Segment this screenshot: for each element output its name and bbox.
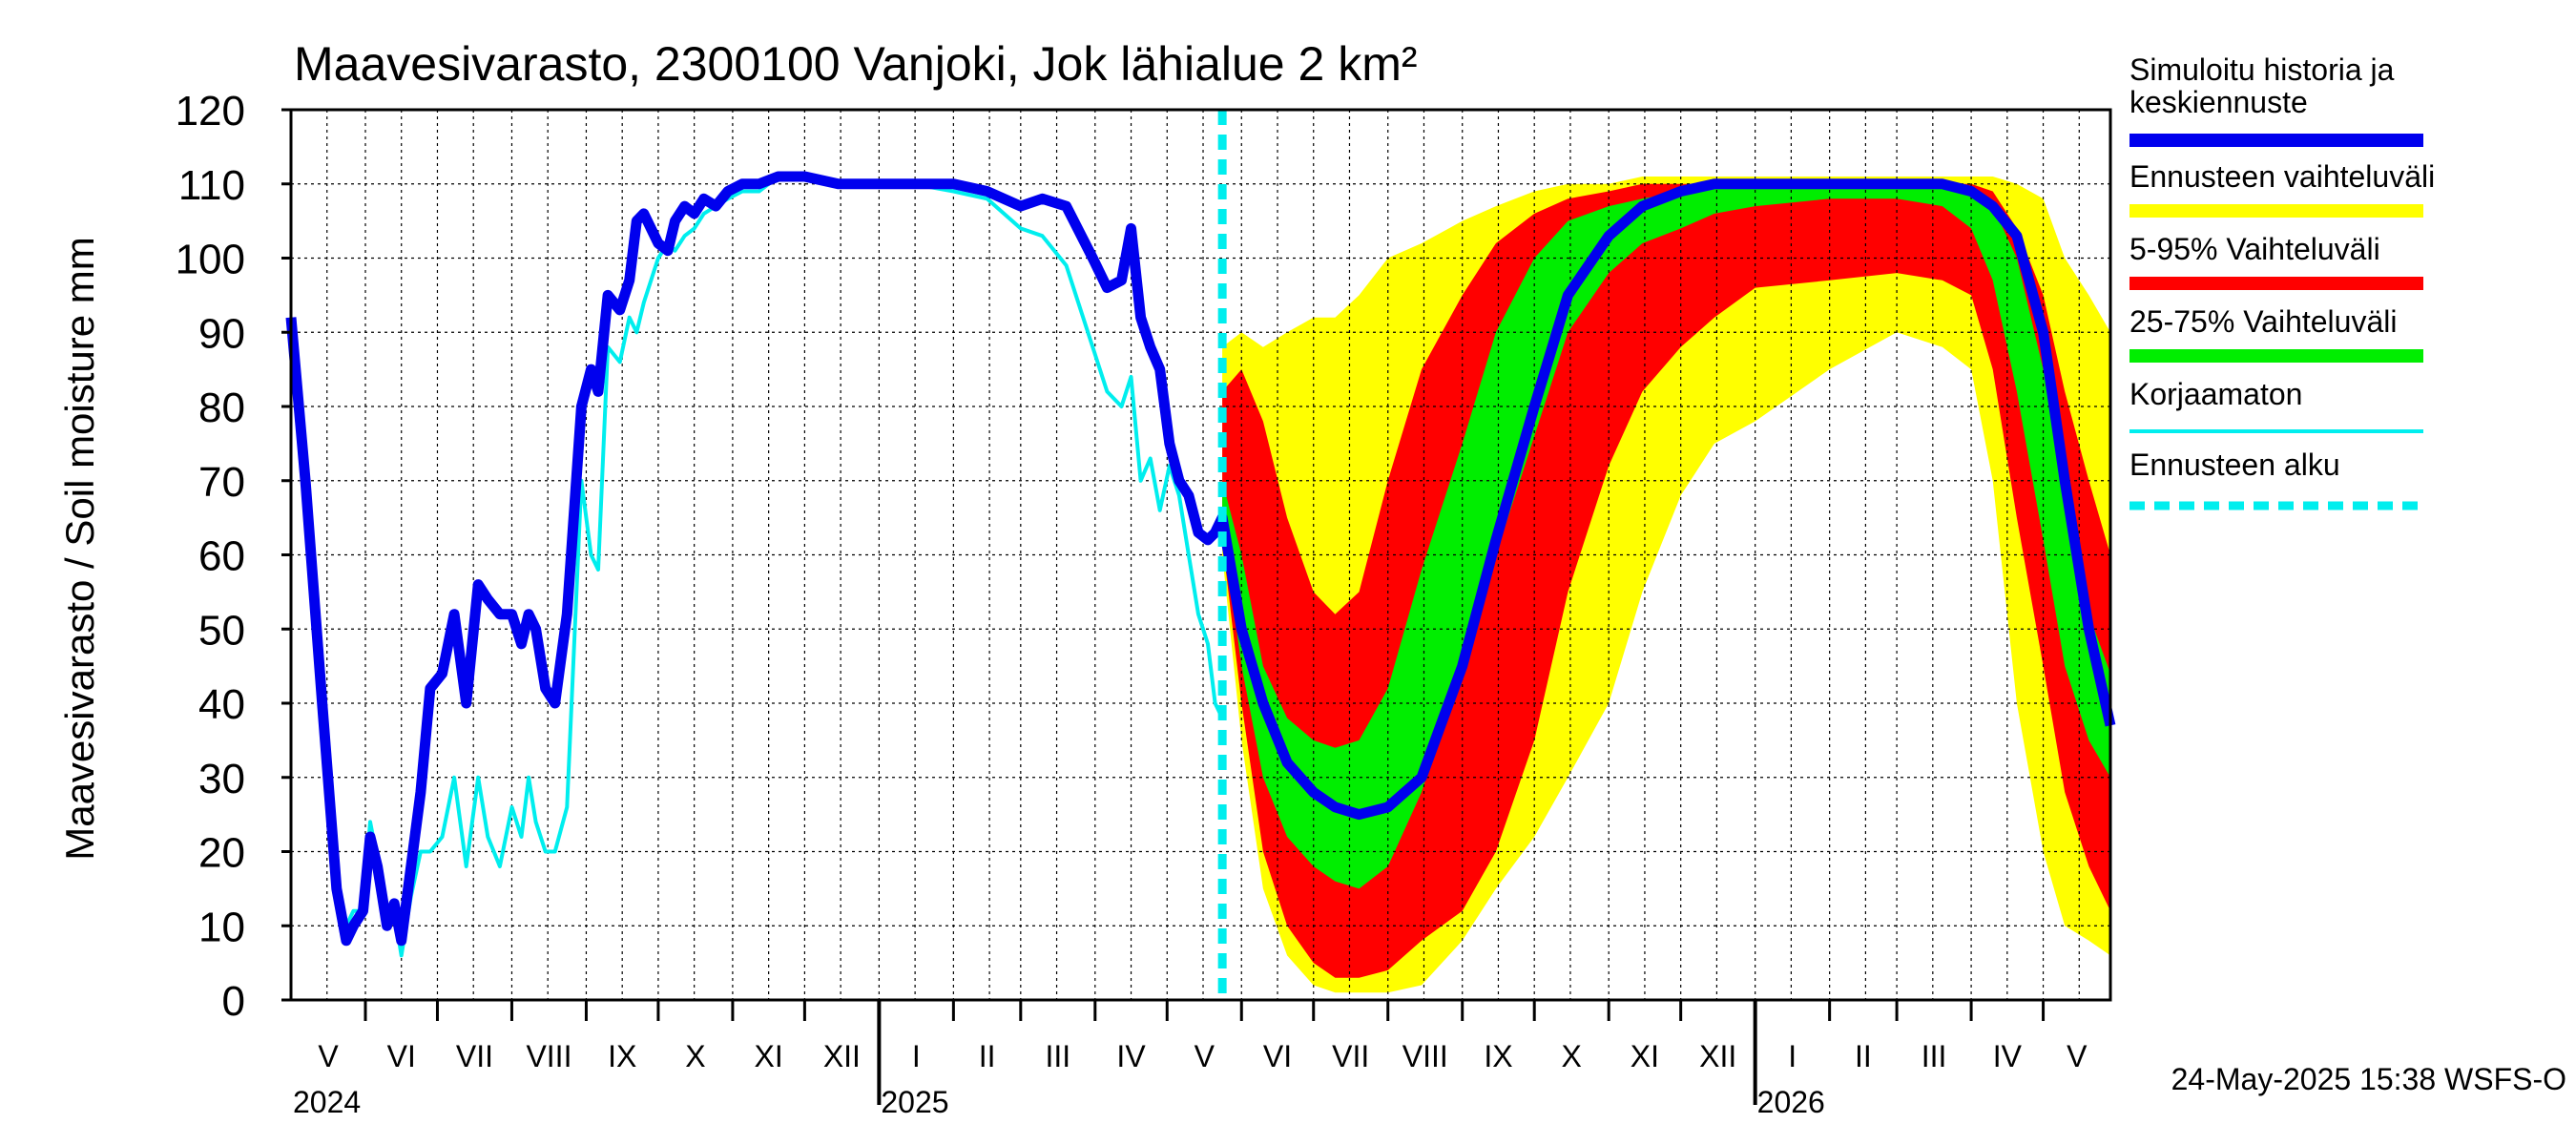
x-year-label: 2025 xyxy=(881,1085,948,1119)
uncorrected-series-line xyxy=(289,175,1224,958)
x-month-label: II xyxy=(1855,1039,1872,1073)
y-tick-label: 10 xyxy=(198,904,245,950)
x-month-label: I xyxy=(1788,1039,1797,1073)
x-month-label: IX xyxy=(608,1039,636,1073)
x-month-label: VII xyxy=(1332,1039,1369,1073)
x-month-label: III xyxy=(1045,1039,1070,1073)
y-tick-label: 100 xyxy=(176,237,245,283)
legend-item-6: Ennusteen alku xyxy=(2129,448,2423,510)
y-tick-label: 0 xyxy=(222,978,245,1025)
legend-label: Ennusteen alku xyxy=(2129,448,2340,482)
y-tick-label: 70 xyxy=(198,459,245,506)
y-tick-label: 80 xyxy=(198,385,245,431)
x-month-label: IV xyxy=(1993,1039,2023,1073)
x-month-label: IV xyxy=(1116,1039,1146,1073)
y-tick-label: 40 xyxy=(198,681,245,728)
x-month-label: XII xyxy=(1699,1039,1736,1073)
legend-item-4: 25-75% Vaihteluväli xyxy=(2129,304,2423,363)
x-month-label: IX xyxy=(1484,1039,1512,1073)
x-month-label: VI xyxy=(1263,1039,1292,1073)
y-tick-label: 90 xyxy=(198,310,245,357)
x-month-label: V xyxy=(318,1039,339,1073)
x-month-label: II xyxy=(979,1039,996,1073)
y-tick-label: 30 xyxy=(198,756,245,802)
y-tick-label: 120 xyxy=(176,88,245,135)
x-month-label: VII xyxy=(456,1039,493,1073)
x-month-label: III xyxy=(1922,1039,1947,1073)
legend-swatch xyxy=(2129,277,2423,290)
x-month-label: X xyxy=(1562,1039,1582,1073)
legend-label: keskiennuste xyxy=(2129,85,2308,119)
x-month-label: V xyxy=(2067,1039,2088,1073)
x-month-label: XI xyxy=(755,1039,783,1073)
timestamp-footer: 24-May-2025 15:38 WSFS-O xyxy=(2171,1062,2566,1096)
legend-label: 5-95% Vaihteluväli xyxy=(2129,232,2380,266)
y-tick-label: 110 xyxy=(178,162,245,209)
legend-item-3: 5-95% Vaihteluväli xyxy=(2129,232,2423,290)
y-tick-label: 60 xyxy=(198,533,245,580)
y-axis-label: Maavesivarasto / Soil moisture mm xyxy=(57,237,102,861)
legend-label: 25-75% Vaihteluväli xyxy=(2129,304,2397,339)
y-tick-label: 50 xyxy=(198,607,245,654)
x-year-label: 2024 xyxy=(293,1085,361,1119)
series-lines xyxy=(285,110,2116,1000)
legend-swatch xyxy=(2129,349,2423,363)
legend-label: Korjaamaton xyxy=(2129,377,2302,411)
x-year-label: 2026 xyxy=(1757,1085,1825,1119)
x-month-label: VI xyxy=(387,1039,416,1073)
x-month-label: V xyxy=(1195,1039,1215,1073)
legend-swatch xyxy=(2129,204,2423,218)
x-month-label: XII xyxy=(823,1039,861,1073)
y-tick-label: 20 xyxy=(198,830,245,877)
legend-label: Simuloitu historia ja xyxy=(2129,52,2395,87)
legend-label: Ennusteen vaihteluväli xyxy=(2129,159,2435,194)
forecast-bands xyxy=(1222,177,2110,993)
legend-item-5: Korjaamaton xyxy=(2129,377,2423,433)
x-month-label: X xyxy=(685,1039,705,1073)
legend-item-2: Ennusteen vaihteluväli xyxy=(2129,159,2435,218)
band-2 xyxy=(1222,183,2110,978)
x-month-label: I xyxy=(912,1039,921,1073)
median-series-line xyxy=(285,171,2116,947)
x-month-label: XI xyxy=(1631,1039,1659,1073)
legend-swatch xyxy=(2129,134,2423,147)
chart-title: Maavesivarasto, 2300100 Vanjoki, Jok läh… xyxy=(294,37,1418,91)
x-month-label: VIII xyxy=(1402,1039,1448,1073)
x-month-label: VIII xyxy=(526,1039,571,1073)
